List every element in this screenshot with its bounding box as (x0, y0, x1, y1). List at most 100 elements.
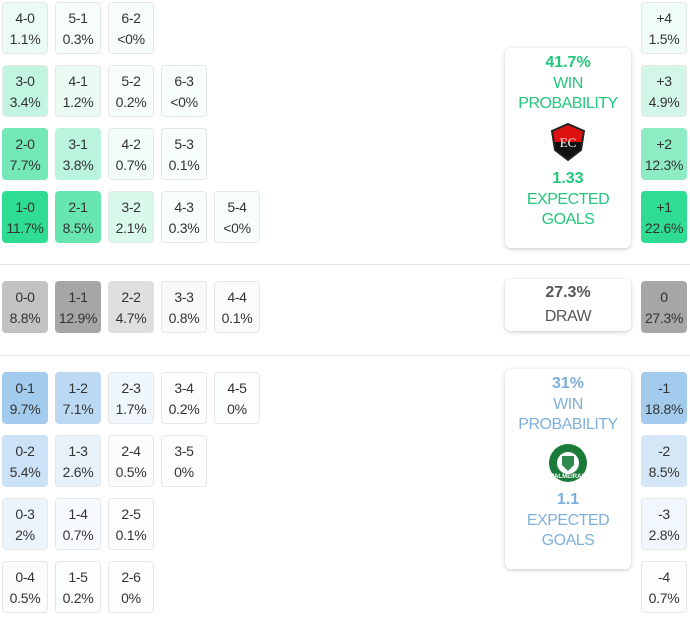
probability-value: 0.1% (168, 157, 200, 173)
score-label: 1-5 (68, 569, 88, 585)
score-label: +2 (656, 136, 672, 152)
probability-value: 1.2% (62, 94, 94, 110)
probability-value: 0.5% (9, 590, 41, 606)
scoreline-cell: 5-1 0.3% (55, 2, 101, 54)
scoreline-cell: 3-1 3.8% (55, 128, 101, 180)
probability-value: 7.1% (62, 401, 94, 417)
probability-value: 8.8% (9, 310, 41, 326)
score-label: 1-1 (68, 289, 88, 305)
scoreline-cell: 2-2 4.7% (108, 281, 154, 333)
goal-margin-cell: 0 27.3% (641, 281, 687, 333)
probability-value: 22.6% (644, 220, 684, 236)
scoreline-cell: 2-1 8.5% (55, 191, 101, 243)
score-label: 1-2 (68, 380, 88, 396)
scoreline-cell: 1-2 7.1% (55, 372, 101, 424)
probability-value: 0.3% (168, 220, 200, 236)
probability-value: 8.5% (648, 464, 680, 480)
away-win-pct: 31% (551, 375, 585, 392)
scoreline-cell: 3-4 0.2% (161, 372, 207, 424)
draw-pct: 27.3% (545, 284, 591, 301)
score-label: -3 (658, 506, 670, 522)
svg-text:EC: EC (560, 135, 577, 150)
probability-value: <0% (170, 94, 198, 110)
score-label: +3 (656, 73, 672, 89)
probability-value: 7.7% (9, 157, 41, 173)
scoreline-cell: 1-1 12.9% (55, 281, 101, 333)
probability-value: 0.7% (115, 157, 147, 173)
scoreline-cell: 2-4 0.5% (108, 435, 154, 487)
score-label: +1 (656, 199, 672, 215)
home-summary-card: 41.7% WIN PROBABILITY EC 1.33 EXPECTED G… (505, 48, 631, 248)
score-label: 5-3 (174, 136, 194, 152)
scoreline-cell: 0-0 8.8% (2, 281, 48, 333)
score-label: -2 (658, 443, 670, 459)
probability-value: 0% (174, 464, 194, 480)
probability-value: 2.1% (115, 220, 147, 236)
scoreline-cell: 3-2 2.1% (108, 191, 154, 243)
probability-value: 0.2% (62, 590, 94, 606)
score-label: 3-1 (68, 136, 88, 152)
probability-value: 12.3% (644, 157, 684, 173)
probability-value: 8.5% (62, 220, 94, 236)
draw-label: DRAW (544, 308, 592, 325)
score-label: 0-3 (15, 506, 35, 522)
away-win-label: WIN PROBABILITY (518, 396, 618, 433)
probability-value: 18.8% (644, 401, 684, 417)
probability-value: 27.3% (644, 310, 684, 326)
away-xg: 1.1 (556, 491, 580, 508)
goal-margin-cell: +1 22.6% (641, 191, 687, 243)
probability-value: 1.5% (648, 31, 680, 47)
home-win-label: WIN PROBABILITY (518, 75, 618, 112)
probability-value: 4.9% (648, 94, 680, 110)
scoreline-cell: 6-3 <0% (161, 65, 207, 117)
probability-value: 0.5% (115, 464, 147, 480)
home-win-pct: 41.7% (545, 54, 591, 71)
goal-margin-cell: -1 18.8% (641, 372, 687, 424)
probability-value: 2.8% (648, 527, 680, 543)
probability-value: 1.7% (115, 401, 147, 417)
probability-value: 0.2% (115, 94, 147, 110)
score-label: 1-3 (68, 443, 88, 459)
score-label: 5-4 (227, 199, 247, 215)
score-label: -4 (658, 569, 670, 585)
score-label: 2-5 (121, 506, 141, 522)
score-label: 4-5 (227, 380, 247, 396)
palmeiras-crest-icon: PALMEIRAS (548, 443, 588, 483)
probability-value: 0.8% (168, 310, 200, 326)
scoreline-cell: 3-3 0.8% (161, 281, 207, 333)
probability-value: 4.7% (115, 310, 147, 326)
probability-value: <0% (117, 31, 145, 47)
vitoria-crest-icon: EC (548, 122, 588, 162)
score-label: 0 (660, 289, 668, 305)
scoreline-cell: 0-2 5.4% (2, 435, 48, 487)
probability-value: 2.6% (62, 464, 94, 480)
probability-value: 0.1% (221, 310, 253, 326)
scoreline-cell: 4-5 0% (214, 372, 260, 424)
score-label: 6-2 (121, 10, 141, 26)
scoreline-cell: 4-4 0.1% (214, 281, 260, 333)
probability-value: 1.1% (9, 31, 41, 47)
home-xg: 1.33 (552, 170, 584, 187)
score-label: 3-3 (174, 289, 194, 305)
score-label: 2-0 (15, 136, 35, 152)
probability-value: 0.7% (62, 527, 94, 543)
score-label: 1-4 (68, 506, 88, 522)
score-label: 0-4 (15, 569, 35, 585)
probability-value: 3.4% (9, 94, 41, 110)
score-label: 3-0 (15, 73, 35, 89)
scoreline-cell: 2-5 0.1% (108, 498, 154, 550)
goal-margin-cell: +2 12.3% (641, 128, 687, 180)
score-label: 2-6 (121, 569, 141, 585)
probability-value: 0% (227, 401, 247, 417)
goal-margin-cell: -3 2.8% (641, 498, 687, 550)
scoreline-cell: 1-0 11.7% (2, 191, 48, 243)
scoreline-cell: 0-1 9.7% (2, 372, 48, 424)
probability-value: 5.4% (9, 464, 41, 480)
goal-margin-cell: -4 0.7% (641, 561, 687, 613)
score-label: -1 (658, 380, 670, 396)
away-summary-card: 31% WIN PROBABILITY PALMEIRAS 1.1 EXPECT… (505, 369, 631, 569)
score-label: 1-0 (15, 199, 35, 215)
score-label: 3-5 (174, 443, 194, 459)
goal-margin-cell: -2 8.5% (641, 435, 687, 487)
